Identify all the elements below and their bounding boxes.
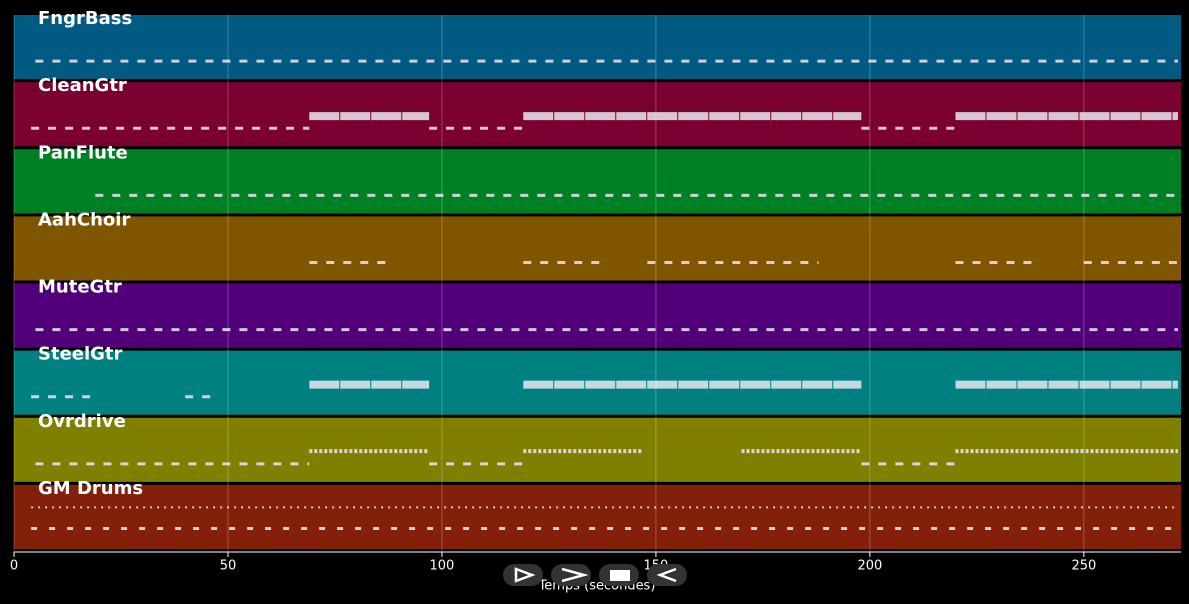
icon: [561, 567, 589, 583]
track-name: Ovrdrive: [38, 411, 126, 432]
button-prev[interactable]: [503, 564, 543, 586]
icon: [610, 570, 630, 581]
track-band: [14, 15, 1181, 80]
icon: [656, 567, 677, 583]
plot: FngrBass CleanGtr PanFlute AahChoir MuteGtr S…: [10, 8, 1181, 574]
track-name: FngrBass: [38, 8, 132, 29]
track-name: SteelGtr: [38, 344, 123, 365]
icon: [514, 567, 536, 583]
track-band: [14, 283, 1181, 348]
x-tick-label: 50: [220, 559, 237, 574]
track-name: MuteGtr: [38, 277, 122, 298]
track-name: GM Drums: [38, 478, 143, 499]
button-play[interactable]: [551, 564, 591, 586]
track-band: [14, 149, 1181, 214]
x-tick-label: 100: [430, 559, 455, 574]
track-name: AahChoir: [38, 209, 130, 230]
track-band: [14, 484, 1181, 549]
track-name: CleanGtr: [38, 75, 127, 96]
track-name: PanFlute: [38, 142, 128, 163]
track-band: [14, 216, 1181, 281]
controls: [503, 564, 687, 586]
x-tick-label: 0: [10, 559, 18, 574]
x-tick-label: 200: [857, 559, 882, 574]
x-tick-label: 250: [1071, 559, 1096, 574]
button-next[interactable]: [647, 564, 687, 586]
